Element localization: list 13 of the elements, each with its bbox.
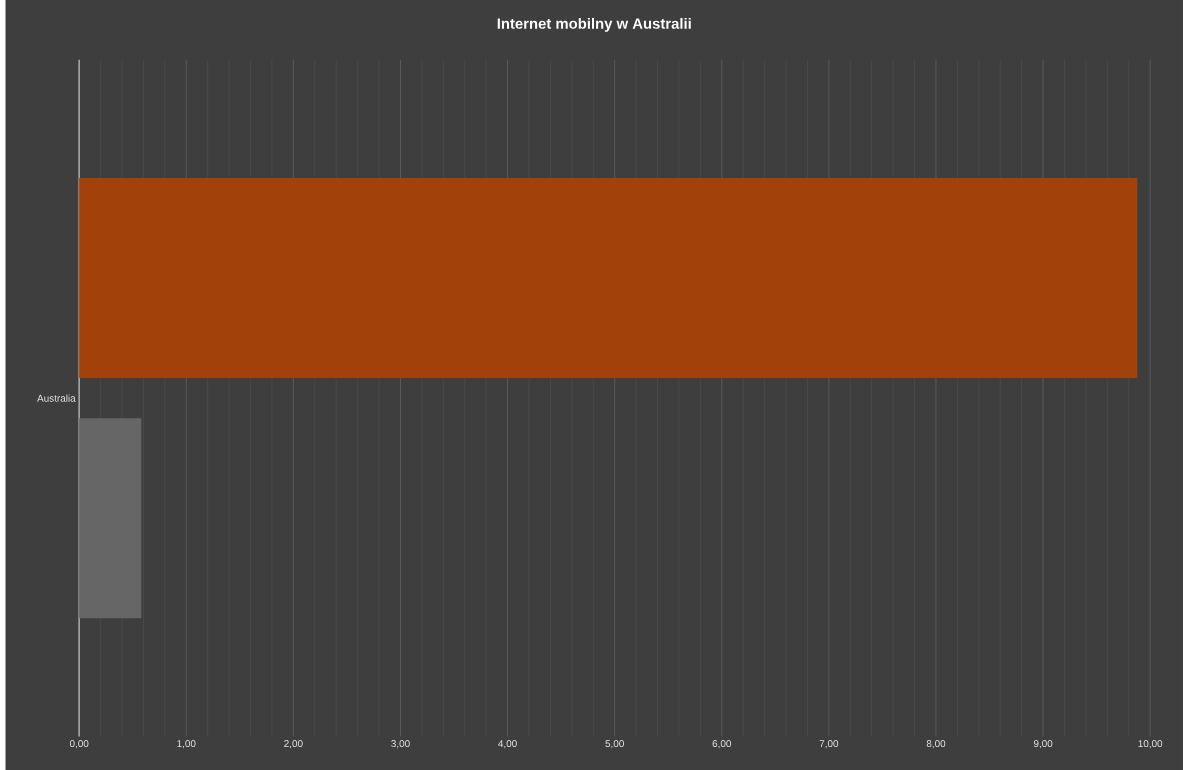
x-tick-label: 8,00 — [926, 739, 946, 749]
x-tick-label: 7,00 — [819, 739, 839, 749]
y-tick-label: Australia — [37, 394, 76, 402]
x-tick-label: 9,00 — [1033, 739, 1053, 749]
x-tick-label: 0,00 — [69, 739, 89, 749]
x-tick-label: 5,00 — [605, 739, 624, 749]
x-tick-label: 10,00 — [1138, 739, 1163, 749]
x-tick-label: 4,00 — [498, 739, 517, 749]
x-tick-label: 3,00 — [391, 739, 410, 749]
x-tick-label: 1,00 — [177, 739, 196, 749]
x-tick-label: 6,00 — [712, 739, 732, 749]
chart-title: Internet mobilny w Australii — [497, 17, 691, 32]
x-tick-label: 2,00 — [284, 739, 303, 749]
